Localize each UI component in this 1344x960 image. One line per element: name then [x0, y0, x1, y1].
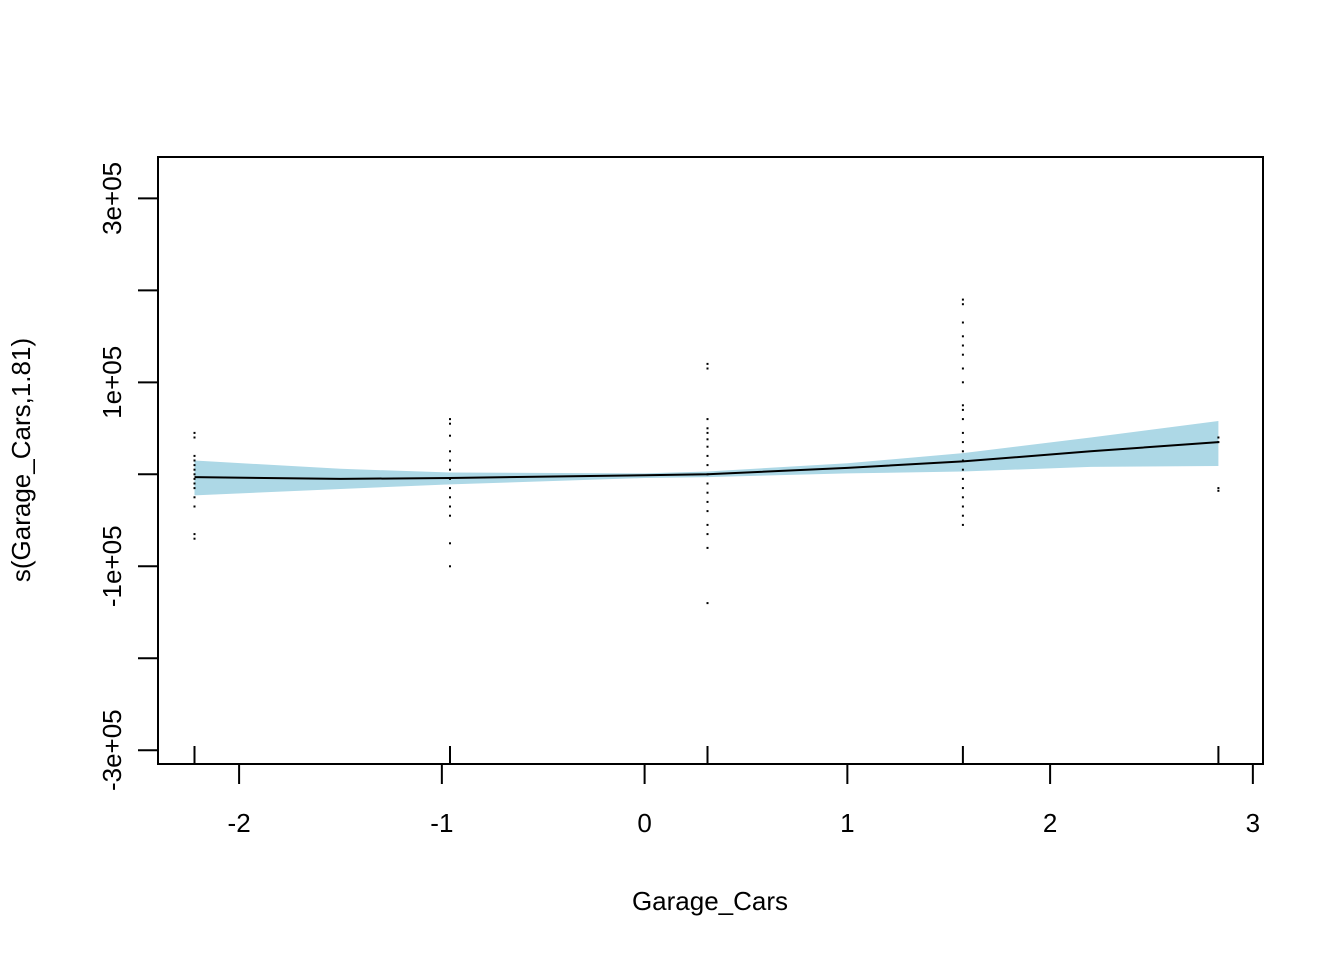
residual-point: [961, 505, 964, 508]
residual-point: [1217, 436, 1220, 439]
residual-point: [961, 459, 964, 462]
residual-point: [1217, 489, 1220, 492]
residual-point: [706, 427, 709, 430]
confidence-band: [194, 421, 1219, 496]
residual-point: [961, 514, 964, 517]
residual-point: [961, 367, 964, 370]
y-axis-label: s(Garage_Cars,1.81): [6, 338, 36, 582]
residual-point: [449, 434, 451, 437]
residual-point: [449, 468, 451, 471]
residual-point: [193, 464, 196, 467]
residual-point: [193, 468, 196, 471]
residual-point: [1217, 441, 1220, 444]
residual-point: [706, 491, 709, 494]
residual-point: [961, 344, 964, 347]
x-tick-label: 1: [840, 808, 854, 838]
y-axis: -3e+05 -1e+05 1e+05 3e+05: [97, 162, 159, 791]
residual-point: [961, 441, 964, 444]
residual-point: [449, 422, 451, 425]
residual-point: [193, 482, 196, 485]
x-tick-label: 3: [1246, 808, 1260, 838]
residual-point: [961, 450, 964, 453]
residual-point: [961, 418, 964, 421]
confidence-band-layer: [194, 421, 1219, 496]
residual-point: [961, 487, 964, 490]
residual-point: [961, 468, 964, 471]
residual-point: [706, 482, 709, 485]
residual-point: [706, 454, 709, 457]
x-tick-label: 0: [637, 808, 651, 838]
residual-point: [1217, 487, 1220, 490]
residual-point: [706, 464, 709, 467]
residual-point: [706, 438, 709, 441]
residual-point: [961, 381, 964, 384]
residual-point: [706, 367, 709, 370]
residual-point: [706, 523, 709, 526]
residual-point: [193, 496, 196, 499]
x-tick-label: -1: [430, 808, 453, 838]
residual-point: [193, 431, 196, 434]
residual-point: [961, 408, 964, 411]
residual-point: [449, 565, 451, 568]
residual-point: [961, 523, 964, 526]
residual-point: [449, 477, 451, 480]
residual-point: [449, 450, 451, 453]
residual-point: [706, 445, 709, 448]
residual-point: [961, 353, 964, 356]
residual-point: [193, 454, 196, 457]
residual-point: [706, 510, 709, 513]
residual-point: [449, 514, 451, 517]
residual-point: [193, 436, 196, 439]
residual-point: [449, 487, 451, 490]
residual-point: [961, 321, 964, 324]
x-tick-label: 2: [1043, 808, 1057, 838]
residual-point: [449, 505, 451, 508]
partial-residuals-layer: [193, 298, 1220, 605]
residual-point: [193, 459, 196, 462]
residual-point: [961, 404, 964, 407]
residual-point: [706, 431, 709, 434]
residual-point: [706, 362, 709, 365]
x-axis: -2 -1 0 1 2 3: [228, 763, 1260, 838]
residual-point: [449, 418, 451, 421]
residual-point: [193, 537, 196, 540]
residual-point: [706, 418, 709, 421]
residual-point: [193, 477, 196, 480]
residual-point: [706, 500, 709, 503]
residual-point: [706, 546, 709, 549]
residual-point: [449, 459, 451, 462]
residual-point: [706, 602, 709, 605]
residual-point: [961, 496, 964, 499]
residual-point: [961, 303, 964, 306]
rug-layer: [193, 746, 1220, 764]
residual-point: [961, 431, 964, 434]
residual-point: [193, 533, 196, 536]
residual-point: [706, 533, 709, 536]
residual-point: [449, 496, 451, 499]
residual-point: [961, 477, 964, 480]
residual-point: [193, 505, 196, 508]
residual-point: [193, 487, 196, 490]
residual-point: [449, 542, 451, 545]
residual-point: [961, 298, 964, 301]
y-tick-label: 1e+05: [97, 346, 127, 419]
y-tick-label: -3e+05: [97, 709, 127, 791]
residual-point: [961, 335, 964, 338]
x-tick-label: -2: [228, 808, 251, 838]
y-tick-label: -1e+05: [97, 525, 127, 607]
residual-point: [706, 473, 709, 476]
y-tick-label: 3e+05: [97, 162, 127, 235]
residual-point: [193, 473, 196, 476]
x-axis-label: Garage_Cars: [632, 886, 788, 916]
